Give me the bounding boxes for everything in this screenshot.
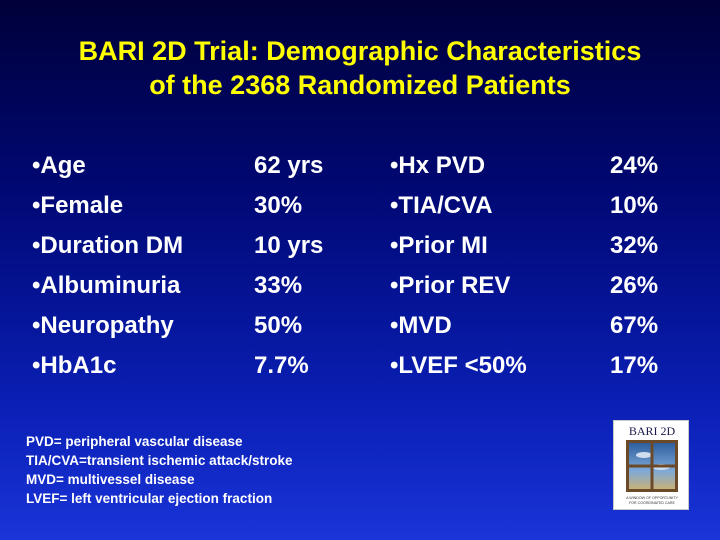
- list-item: •Hx PVD 24%: [390, 146, 690, 186]
- list-item: •Albuminuria 33%: [32, 266, 372, 306]
- item-label: •Prior MI: [390, 232, 488, 259]
- bari-2d-logo: A WINDOW OF OPPORTUNITY FOR COORDINATED …: [613, 420, 689, 510]
- item-value: 17%: [610, 352, 659, 379]
- item-label: •Duration DM: [32, 232, 184, 259]
- window-icon: A WINDOW OF OPPORTUNITY FOR COORDINATED …: [626, 440, 679, 505]
- item-value: 33%: [254, 272, 303, 299]
- footnote: MVD= multivessel disease: [26, 472, 195, 487]
- item-label: •Albuminuria: [32, 272, 181, 299]
- svg-text:FOR COORDINATED CARE: FOR COORDINATED CARE: [629, 501, 675, 505]
- left-characteristics-list: •Age 62 yrs •Female 30% •Duration DM 10 yrs…: [32, 146, 372, 386]
- list-item: •Prior MI 32%: [390, 226, 690, 266]
- list-item: •MVD 67%: [390, 306, 690, 346]
- item-value: 24%: [610, 152, 659, 179]
- title-line-1: BARI 2D Trial: Demographic Characteristi…: [78, 36, 642, 66]
- list-item: •Age 62 yrs: [32, 146, 372, 186]
- item-label: •Female: [32, 192, 124, 219]
- item-value: 30%: [254, 192, 303, 219]
- list-item: •Prior REV 26%: [390, 266, 690, 306]
- item-value: 50%: [254, 312, 303, 339]
- footnote: LVEF= left ventricular ejection fraction: [26, 491, 273, 506]
- item-value: 32%: [610, 232, 659, 259]
- list-item: •Neuropathy 50%: [32, 306, 372, 346]
- item-label: •LVEF <50%: [390, 352, 527, 379]
- item-value: 7.7%: [254, 352, 309, 379]
- title-line-2: of the 2368 Randomized Patients: [149, 70, 571, 100]
- list-item: •LVEF <50% 17%: [390, 346, 690, 386]
- item-value: 67%: [610, 312, 659, 339]
- item-label: •Neuropathy: [32, 312, 174, 339]
- item-value: 10%: [610, 192, 659, 219]
- logo-text: BARI 2D: [628, 424, 676, 438]
- item-value: 10 yrs: [254, 232, 324, 259]
- footnotes: PVD= peripheral vascular disease TIA/CVA…: [26, 432, 292, 508]
- slide-title: BARI 2D Trial: Demographic Characteristi…: [0, 34, 720, 102]
- item-label: •Hx PVD: [390, 152, 486, 179]
- footnote: PVD= peripheral vascular disease: [26, 434, 243, 449]
- list-item: •Duration DM 10 yrs: [32, 226, 372, 266]
- item-label: •Prior REV: [390, 272, 511, 299]
- item-label: •TIA/CVA: [390, 192, 493, 219]
- item-value: 26%: [610, 272, 659, 299]
- item-label: •HbA1c: [32, 352, 117, 379]
- item-label: •MVD: [390, 312, 452, 339]
- right-characteristics-list: •Hx PVD 24% •TIA/CVA 10% •Prior MI 32% •Pri…: [390, 146, 690, 386]
- list-item: •Female 30%: [32, 186, 372, 226]
- footnote: TIA/CVA=transient ischemic attack/stroke: [26, 453, 293, 468]
- item-value: 62 yrs: [254, 152, 324, 179]
- item-label: •Age: [32, 152, 86, 179]
- list-item: •HbA1c 7.7%: [32, 346, 372, 386]
- svg-text:A WINDOW OF OPPORTUNITY: A WINDOW OF OPPORTUNITY: [626, 496, 678, 500]
- list-item: •TIA/CVA 10%: [390, 186, 690, 226]
